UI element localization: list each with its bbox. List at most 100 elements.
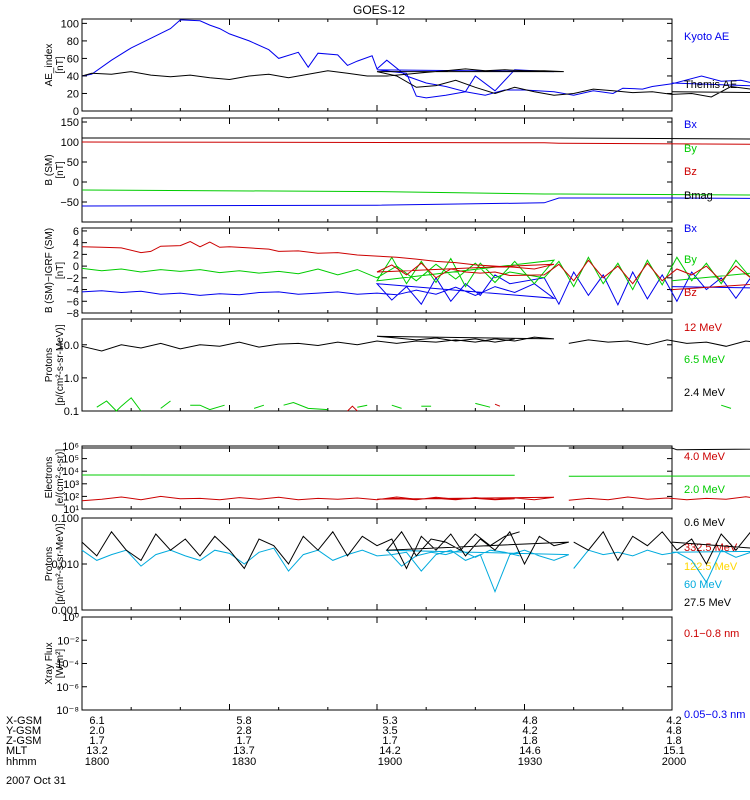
y-axis-label: [nT] bbox=[55, 56, 66, 73]
y-tick-label: 10⁴ bbox=[62, 466, 79, 478]
y-axis-label: B (SM) bbox=[44, 154, 55, 185]
y-axis-label: Protons bbox=[44, 547, 55, 581]
y-axis-label: [e/(cm²-s-sr)] bbox=[55, 449, 66, 506]
legend-entry: 2.0 MeV bbox=[684, 484, 726, 496]
y-tick-label: 0 bbox=[73, 261, 79, 273]
y-tick-label: 10⁰ bbox=[62, 612, 79, 624]
footer-value: 2.0 bbox=[89, 725, 104, 737]
y-tick-label: 0 bbox=[73, 177, 79, 189]
footer-value: 1930 bbox=[518, 756, 542, 768]
legend-entry: By bbox=[684, 254, 697, 266]
legend-entry: By bbox=[684, 143, 697, 155]
series-line-27.5-MeV bbox=[81, 530, 750, 570]
y-tick-label: 1.0 bbox=[64, 373, 79, 385]
legend-entry: Bmag bbox=[684, 190, 713, 202]
legend-entry: Bx bbox=[684, 119, 697, 131]
legend-entry: 12 MeV bbox=[684, 322, 723, 334]
y-axis-label: [W/m²] bbox=[55, 649, 66, 679]
legend-entry: 0.6 MeV bbox=[684, 517, 726, 529]
series-line-6.5-MeV bbox=[391, 404, 402, 409]
y-tick-label: 0.100 bbox=[51, 513, 79, 525]
y-tick-label: 10⁶ bbox=[62, 441, 79, 453]
y-tick-label: 50 bbox=[67, 157, 79, 169]
series-line-Bz bbox=[81, 240, 750, 291]
series-line-Bx bbox=[81, 197, 750, 207]
footer-value: 1.8 bbox=[522, 735, 537, 747]
y-axis-label: [p/(cm²-s-sr-MeV)] bbox=[55, 324, 66, 405]
legend-entry: 2.4 MeV bbox=[684, 387, 726, 399]
legend-entry: Bz bbox=[684, 166, 697, 178]
figure-title: GOES-12 bbox=[353, 3, 405, 17]
y-tick-label: 20 bbox=[67, 88, 79, 100]
series-line-6.5-MeV bbox=[96, 397, 142, 412]
y-tick-label: 0.1 bbox=[64, 406, 79, 418]
footer-value: 4.2 bbox=[666, 715, 681, 727]
panel-1: 0 20 40 60 80 100 AE_index [nT] Kyoto AE Themis A… bbox=[44, 18, 750, 118]
footer-value: 1.7 bbox=[236, 735, 251, 747]
series-line-Bz bbox=[81, 141, 750, 145]
y-tick-label: 0.010 bbox=[51, 559, 79, 571]
legend-entry: Bx bbox=[684, 223, 697, 235]
y-tick-label: 10⁻⁶ bbox=[56, 682, 79, 694]
footer-ephemeris: 2007 Oct 31 X-GSM 6.1 5.8 5.3 4.8 4.2Y-GSM 2.0… bbox=[6, 715, 686, 787]
footer-value: 4.2 bbox=[522, 725, 537, 737]
y-tick-label: 40 bbox=[67, 71, 79, 83]
footer-value: 6.1 bbox=[89, 715, 104, 727]
legend-entry: 6.5 MeV bbox=[684, 354, 726, 366]
y-tick-label: 80 bbox=[67, 36, 79, 48]
legend-entry: Themis AE bbox=[684, 79, 737, 91]
footer-value: 3.5 bbox=[382, 725, 397, 737]
y-tick-label: −4 bbox=[66, 285, 79, 297]
footer-value: 15.1 bbox=[663, 745, 684, 757]
footer-value: 2.8 bbox=[236, 725, 251, 737]
series-line-6.5-MeV bbox=[721, 404, 732, 409]
footer-value: 5.8 bbox=[236, 715, 251, 727]
y-tick-label: 10⁻⁴ bbox=[56, 659, 79, 671]
y-axis-label: Electrons bbox=[44, 457, 55, 499]
footer-value: 4.8 bbox=[522, 715, 537, 727]
y-tick-label: 10¹ bbox=[63, 504, 79, 516]
y-tick-label: 10⁻⁸ bbox=[56, 705, 79, 717]
footer-row-label: hhmm bbox=[6, 756, 37, 768]
y-tick-label: 10³ bbox=[63, 479, 79, 491]
series-line-Bx bbox=[81, 270, 750, 306]
series-line-6.5-MeV bbox=[357, 404, 368, 408]
series-line-12-MeV bbox=[494, 403, 501, 407]
series-line-6.5-MeV bbox=[160, 400, 171, 409]
footer-row-label: Y-GSM bbox=[6, 725, 41, 737]
y-tick-label: 4 bbox=[73, 238, 79, 250]
series-line-6.5-MeV bbox=[253, 404, 265, 409]
y-axis-label: Protons bbox=[44, 348, 55, 382]
y-tick-label: 60 bbox=[67, 53, 79, 65]
panel-frame bbox=[81, 318, 673, 412]
y-tick-label: −8 bbox=[66, 308, 79, 320]
y-tick-label: 10⁵ bbox=[62, 454, 79, 466]
series-line-Kyoto-AE bbox=[81, 19, 750, 99]
legend-entry: Kyoto AE bbox=[684, 31, 729, 43]
footer-value: 1900 bbox=[378, 756, 402, 768]
y-tick-label: 10.0 bbox=[58, 340, 79, 352]
y-axis-label: [nT] bbox=[55, 161, 66, 178]
footer-value: 2000 bbox=[662, 756, 686, 768]
series-line-12-MeV bbox=[347, 405, 358, 412]
series-line-6.5-MeV bbox=[190, 404, 225, 411]
series-line-Themis-AE bbox=[81, 68, 750, 98]
panel-2: −50 0 50 100 150 B (SM) [nT] Bx By Bz Bmag bbox=[44, 117, 750, 223]
footer-value: 5.3 bbox=[382, 715, 397, 727]
y-tick-label: 100 bbox=[61, 137, 79, 149]
panel-frame bbox=[81, 517, 673, 611]
legend-entry: 4.0 MeV bbox=[684, 451, 726, 463]
y-tick-label: 10² bbox=[63, 491, 79, 503]
panel-frame bbox=[81, 616, 673, 711]
y-axis-label: Xray Flux bbox=[44, 642, 55, 684]
y-tick-label: −2 bbox=[66, 273, 79, 285]
panel-6: 0.001 0.010 0.100 Protons [p/(cm²-s-sr-MeV)]… bbox=[44, 513, 750, 617]
series-line-0.6-MeV bbox=[82, 447, 750, 451]
series-line-6.5-MeV bbox=[475, 402, 491, 408]
y-axis-label: [p/(cm²-s-sr-MeV)] bbox=[55, 523, 66, 604]
footer-value: 1800 bbox=[85, 756, 109, 768]
